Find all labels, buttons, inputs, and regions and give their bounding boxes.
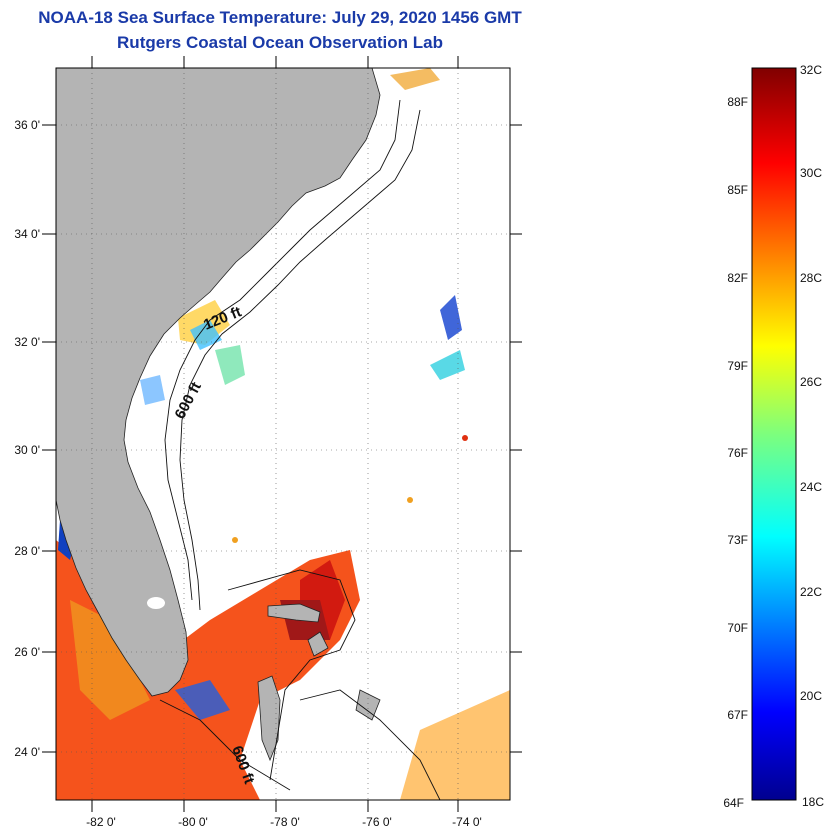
- map-gridlines: [56, 68, 510, 800]
- temperature-colorbar: [751, 67, 797, 801]
- colorbar-c-label: 22C: [800, 585, 822, 599]
- colorbar-c-label: 30C: [800, 166, 822, 180]
- colorbar-celsius-labels: 32C 30C 28C 26C 24C 22C 20C 18C: [800, 63, 824, 809]
- longitude-labels: -82 0' -80 0' -78 0' -76 0' -74 0': [86, 815, 482, 829]
- colorbar-f-label: 82F: [727, 271, 748, 285]
- lon-label: -80 0': [178, 815, 208, 829]
- lat-label: 28 0': [14, 544, 40, 558]
- colorbar-c-label: 26C: [800, 375, 822, 389]
- bahamas-islands: [257, 603, 381, 762]
- map-frame: [55, 67, 511, 801]
- map-title: NOAA-18 Sea Surface Temperature: July 29…: [38, 8, 522, 27]
- lat-label: 30 0': [14, 443, 40, 457]
- lat-label: 32 0': [14, 335, 40, 349]
- latitude-labels: 36 0' 34 0' 32 0' 30 0' 28 0' 26 0' 24 0…: [14, 118, 40, 759]
- colorbar-f-label: 88F: [727, 95, 748, 109]
- sst-specks-north: [140, 68, 468, 543]
- lat-label: 34 0': [14, 227, 40, 241]
- lon-label: -76 0': [362, 815, 392, 829]
- colorbar-c-label: 28C: [800, 271, 822, 285]
- map-area: 120 ft 600 ft 600 ft: [56, 68, 510, 800]
- colorbar-fahrenheit-labels: 88F 85F 82F 79F 76F 73F 70F 67F 64F: [723, 95, 748, 810]
- colorbar-c-label: 20C: [800, 689, 822, 703]
- colorbar-f-label: 64F: [723, 796, 744, 810]
- lat-label: 36 0': [14, 118, 40, 132]
- lat-label: 24 0': [14, 745, 40, 759]
- lon-label: -74 0': [452, 815, 482, 829]
- axis-ticks: [42, 56, 522, 812]
- colorbar-f-label: 76F: [727, 446, 748, 460]
- lon-label: -82 0': [86, 815, 116, 829]
- colorbar-f-label: 79F: [727, 359, 748, 373]
- colorbar-f-label: 73F: [727, 533, 748, 547]
- colorbar-f-label: 70F: [727, 621, 748, 635]
- map-subtitle: Rutgers Coastal Ocean Observation Lab: [117, 33, 443, 52]
- land-southeast-us: [56, 68, 381, 697]
- colorbar-c-label: 24C: [800, 480, 822, 494]
- colorbar-f-label: 85F: [727, 183, 748, 197]
- colorbar-c-label: 32C: [800, 63, 822, 77]
- colorbar-f-label: 67F: [727, 708, 748, 722]
- lon-label: -78 0': [270, 815, 300, 829]
- lake-okeechobee: [147, 597, 165, 609]
- lat-label: 26 0': [14, 645, 40, 659]
- bathymetry-contours: [159, 99, 441, 800]
- colorbar-c-label: 18C: [802, 795, 824, 809]
